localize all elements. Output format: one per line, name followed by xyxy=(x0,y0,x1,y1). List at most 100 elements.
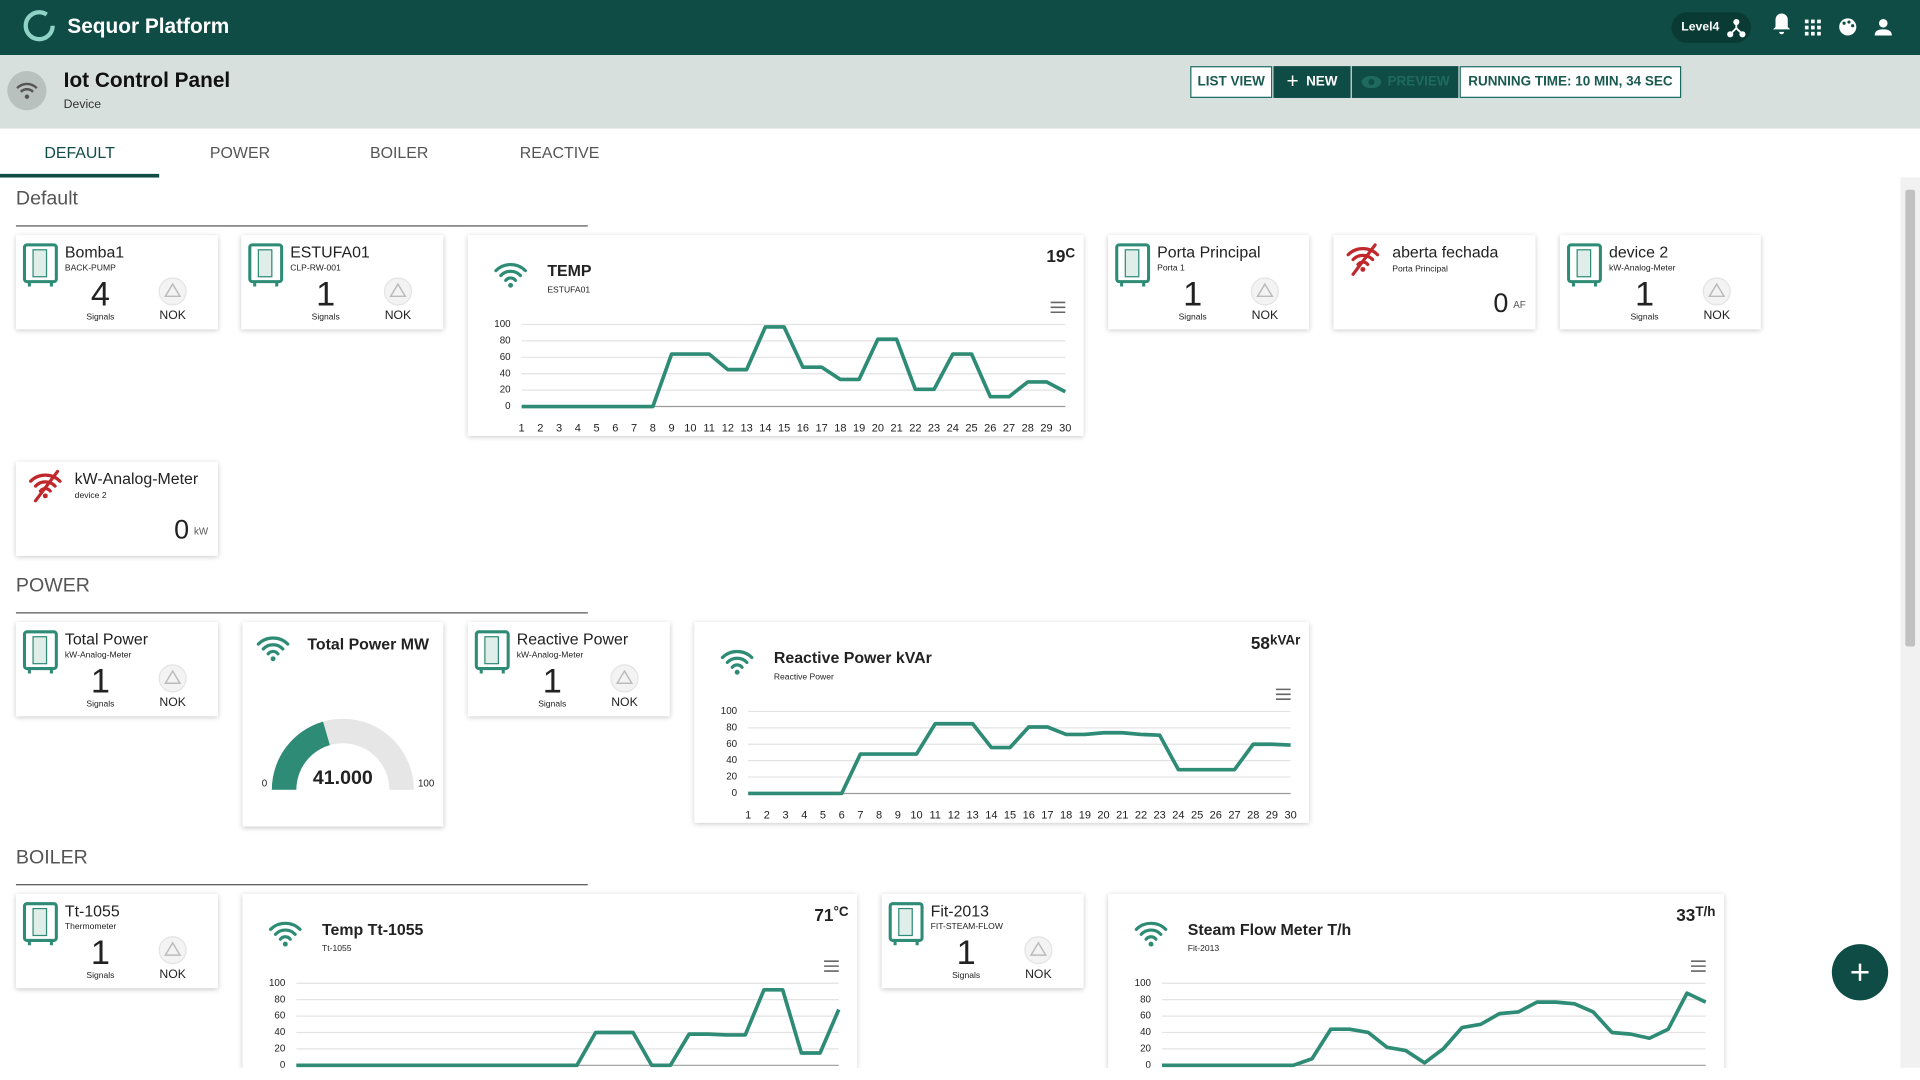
scrollbar[interactable] xyxy=(1900,177,1920,1068)
wifi-arc xyxy=(1134,921,1168,931)
wifi-dot xyxy=(508,282,514,288)
x-tick-label: 20 xyxy=(1097,809,1109,821)
signal-label: Signals xyxy=(1179,311,1207,321)
tab[interactable]: BOILER xyxy=(369,143,429,162)
wifi-slash xyxy=(33,469,60,503)
theme-icon[interactable] xyxy=(1839,18,1857,36)
widget: Temp Tt-1055Tt-105571°C02040608010012345… xyxy=(269,904,849,1068)
top-bar: Sequor Platform Level4 xyxy=(0,0,1920,56)
status-indicator xyxy=(383,277,413,306)
x-tick-label: 1 xyxy=(745,809,751,821)
x-tick-label: 4 xyxy=(575,422,581,434)
data-line xyxy=(296,987,841,1068)
widget-card: Reactive Power kVAr Reactive Power 58kVAr 0… xyxy=(694,622,1309,823)
logo[interactable] xyxy=(15,0,64,55)
widget-card: Porta Principal Porta 1 1 Signals NOK xyxy=(1108,235,1309,330)
x-tick-label: 23 xyxy=(928,422,940,434)
current-unit: C xyxy=(1065,245,1075,260)
device-icon-panel xyxy=(32,249,48,278)
x-tick-label: 29 xyxy=(1040,422,1052,434)
current-value: 58 xyxy=(1251,633,1270,653)
wifi-dot xyxy=(270,656,276,662)
device-icon-legs xyxy=(479,668,505,674)
x-tick-label: 15 xyxy=(778,422,790,434)
signal-label: Signals xyxy=(86,698,114,708)
widget-card: aberta fechada Porta Principal 0 AF xyxy=(1333,235,1536,330)
x-tick-label: 29 xyxy=(1266,809,1278,821)
status-indicator xyxy=(1250,277,1279,306)
status-warning xyxy=(615,669,634,685)
scroll-thumb[interactable] xyxy=(1905,189,1916,647)
sensor-value: 0 xyxy=(1493,288,1508,318)
wifi-arc xyxy=(269,921,302,931)
new-button[interactable]: + NEW xyxy=(1273,66,1351,98)
widget-card: TEMP ESTUFA01 19C 0 20 40 60 80 100 1 2 3 4 5 6 7 8 9 10 11… xyxy=(467,235,1084,436)
x-tick-label: 28 xyxy=(1022,422,1034,434)
widget-card: Total Power MW 41.000 0 100 xyxy=(242,622,444,827)
level-button[interactable]: Level4 xyxy=(1671,12,1752,43)
chart-menu[interactable] xyxy=(1050,301,1066,314)
wifi-arc xyxy=(1139,928,1163,936)
chart-menu[interactable] xyxy=(824,960,839,972)
widget: Steam Flow Meter T/h Fit-2013 33T/h 0 20 40 60… xyxy=(1134,904,1716,1068)
y-tick-label: 40 xyxy=(726,755,737,766)
x-tick-label: 15 xyxy=(1004,809,1016,821)
x-tick-label: 2 xyxy=(537,422,543,434)
preview-button[interactable]: PREVIEW xyxy=(1351,66,1459,98)
y-tick-label: 0 xyxy=(732,788,738,799)
status-indicator xyxy=(1702,277,1731,306)
tab[interactable]: DEFAULT xyxy=(44,143,115,162)
toolbar-icons xyxy=(1773,13,1892,36)
list-view-button[interactable]: LIST VIEW xyxy=(1190,66,1273,98)
widget-card: device 2 kW-Analog-Meter 1 Signals NOK xyxy=(1560,235,1761,330)
x-tick-label: 3 xyxy=(556,422,562,434)
apps-icon[interactable] xyxy=(1804,19,1821,36)
y-tick-label: 20 xyxy=(274,1043,285,1054)
running-time: RUNNING TIME: 10 MIN, 34 SEC xyxy=(1459,66,1682,98)
x-tick-label: 26 xyxy=(984,422,996,434)
wifi-dot xyxy=(282,941,288,947)
status-indicator xyxy=(158,664,187,693)
chart-menu[interactable] xyxy=(1691,960,1706,972)
chart-menu[interactable] xyxy=(1275,688,1291,700)
sensor-name: kW-Analog-Meter xyxy=(75,471,199,488)
dashboard: Default Bomba1 BACK-PUMP 4 Signals NOK ESTUFA0… xyxy=(0,178,1900,1068)
status-text: NOK xyxy=(611,695,638,709)
notifications-icon[interactable] xyxy=(1773,13,1791,35)
preview-label: PREVIEW xyxy=(1387,74,1450,90)
sensor-sub: Porta Principal xyxy=(1392,264,1448,274)
x-tick-label: 12 xyxy=(722,422,734,434)
x-tick-label: 4 xyxy=(801,809,807,821)
signal-label: Signals xyxy=(86,311,114,321)
active-tab-indicator xyxy=(0,173,160,178)
device-icon-panel xyxy=(898,907,913,937)
x-tick-label: 5 xyxy=(594,422,600,434)
current-unit: T/h xyxy=(1695,904,1715,919)
x-tick-label: 26 xyxy=(1210,809,1222,821)
signal-label: Signals xyxy=(952,970,980,980)
wifi-arc xyxy=(730,663,744,669)
add-button[interactable] xyxy=(1831,943,1890,1002)
tab[interactable]: REACTIVE xyxy=(519,143,600,162)
y-tick-label: 80 xyxy=(274,994,285,1005)
device-name: Tt-1055 xyxy=(65,903,120,920)
current-value: 19 xyxy=(1046,246,1065,266)
x-tick-label: 28 xyxy=(1247,809,1259,821)
x-tick-label: 8 xyxy=(650,422,656,434)
y-tick-label: 0 xyxy=(505,401,511,412)
user-icon[interactable] xyxy=(1874,18,1892,36)
x-tick-label: 7 xyxy=(857,809,863,821)
signal-count: 1 xyxy=(1635,275,1654,313)
device-icon-panel xyxy=(32,636,48,665)
brand[interactable]: Sequor Platform xyxy=(67,14,230,38)
current-reading: 58kVAr xyxy=(1251,632,1301,653)
tab[interactable]: POWER xyxy=(209,143,271,162)
section-divider xyxy=(15,884,588,886)
y-tick-label: 40 xyxy=(500,368,511,379)
widget-card: Temp Tt-1055Tt-105571°C02040608010012345… xyxy=(242,893,858,1068)
current-unit: kVAr xyxy=(1270,632,1301,647)
